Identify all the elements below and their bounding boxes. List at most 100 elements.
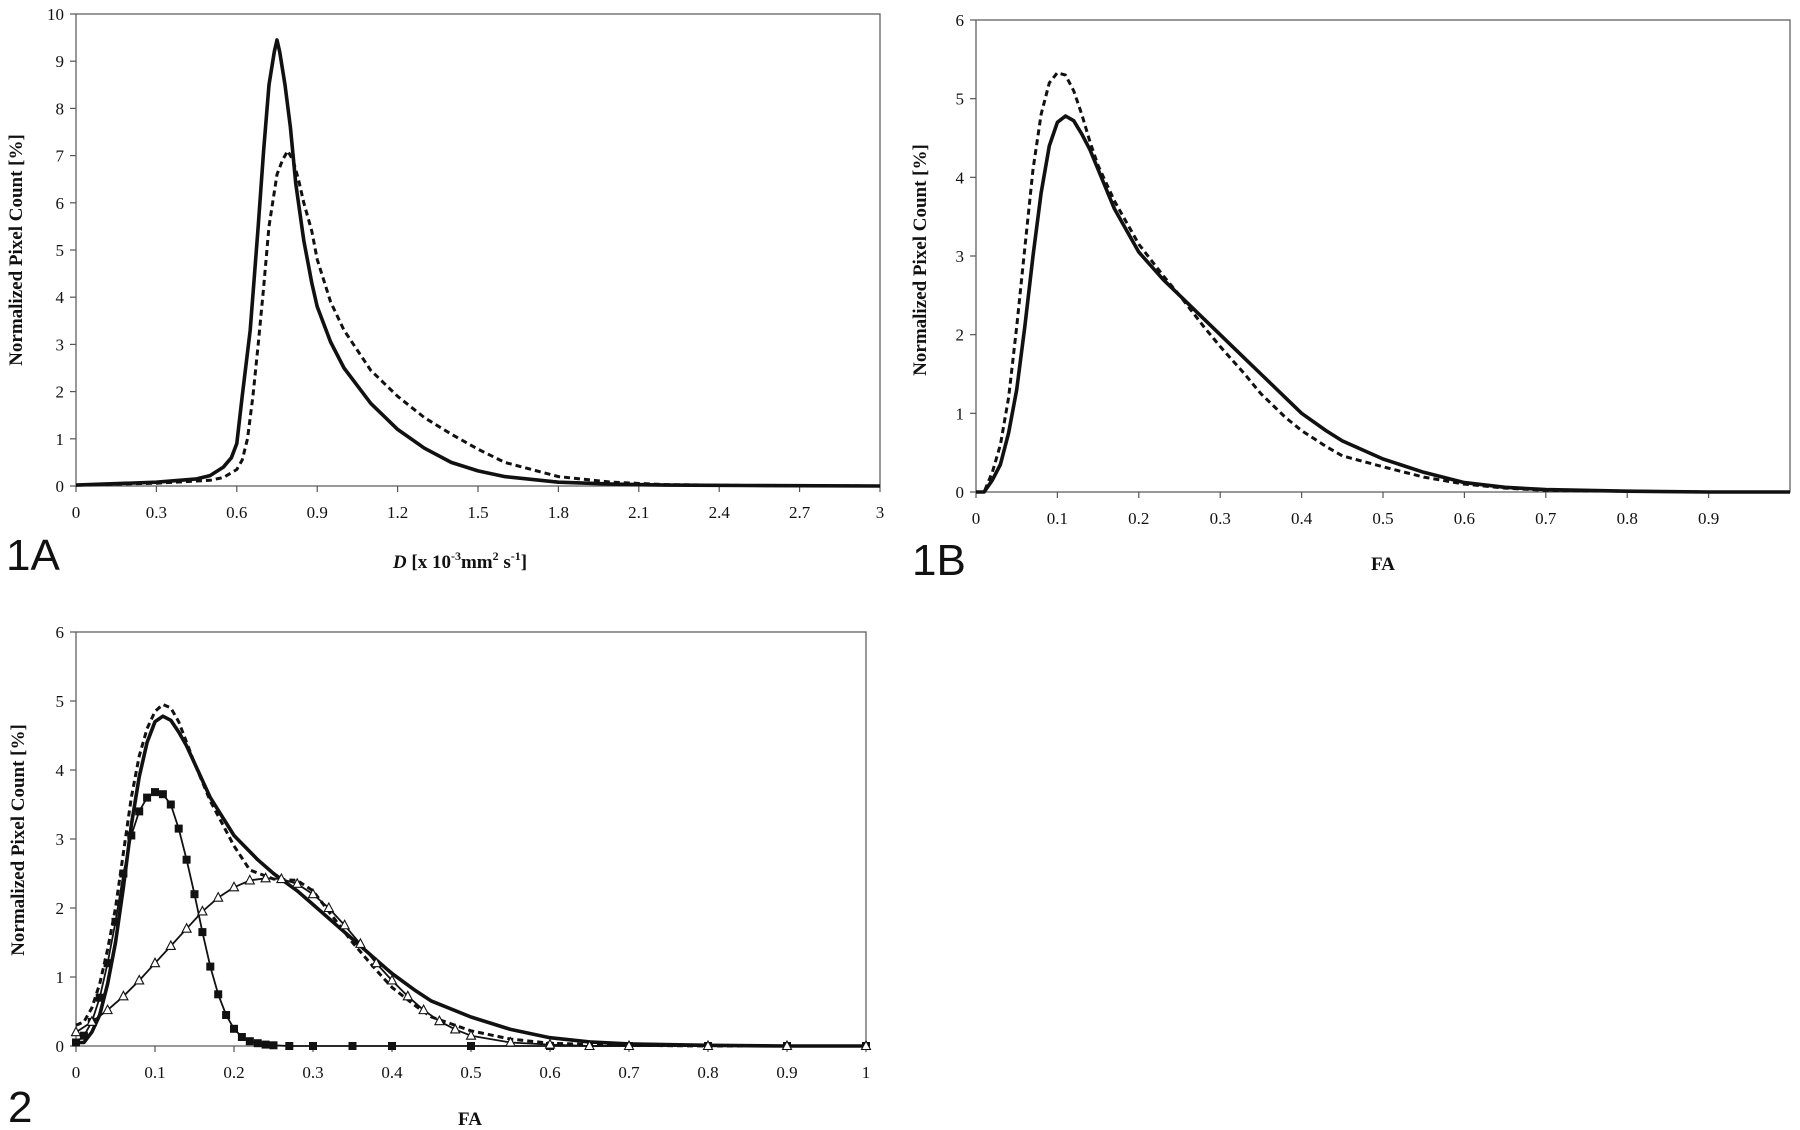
x-tick-label-2-9: 0.9 — [776, 1063, 797, 1082]
y-tick-label-2-0: 0 — [56, 1037, 65, 1056]
x-axis-label-1a-unit2: s — [499, 552, 511, 573]
square-marker-2-29 — [388, 1042, 396, 1050]
y-tick-label-1a-8: 8 — [56, 99, 65, 118]
square-marker-2-21 — [237, 1033, 246, 1041]
triangle-marker-2-29 — [623, 1039, 635, 1051]
square-marker-2-23 — [253, 1039, 262, 1048]
y-axis-label-1b: Normalized Pixel Count [%] — [910, 144, 931, 376]
x-tick-label-1b-4: 0.4 — [1291, 509, 1313, 528]
x-tick-label-1a-2: 0.6 — [226, 503, 247, 522]
triangle-marker-2-14 — [291, 877, 303, 888]
x-tick-label-1a-1: 0.3 — [146, 503, 167, 522]
series-line-2-1 — [75, 703, 866, 1048]
x-tick-label-1b-5: 0.5 — [1372, 509, 1393, 528]
y-tick-label-1a-1: 1 — [56, 430, 65, 449]
y-tick-label-1b-3: 3 — [956, 247, 965, 266]
y-tick-label-1a-6: 6 — [56, 194, 65, 213]
triangle-marker-2-23 — [433, 1014, 445, 1026]
x-tick-label-1b-1: 0.1 — [1047, 509, 1068, 528]
x-tick-label-1b-8: 0.8 — [1617, 509, 1638, 528]
x-tick-label-1a-7: 2.1 — [628, 503, 649, 522]
y-tick-label-1a-9: 9 — [56, 52, 65, 71]
square-marker-2-25 — [269, 1041, 278, 1050]
triangle-marker-2-0 — [70, 1026, 82, 1037]
triangle-marker-2-13 — [275, 872, 287, 884]
series-line-1a-0 — [75, 38, 881, 488]
y-tick-label-1a-10: 10 — [47, 5, 64, 24]
triangle-marker-2-4 — [133, 974, 145, 985]
triangle-marker-2-31 — [781, 1039, 793, 1051]
y-tick-label-2-2: 2 — [56, 899, 65, 918]
y-axis-label-2: Normalized Pixel Count [%] — [8, 724, 29, 956]
triangle-marker-2-8 — [196, 905, 208, 916]
y-tick-label-1a-3: 3 — [56, 335, 65, 354]
x-tick-label-1b-7: 0.7 — [1535, 509, 1557, 528]
x-axis-label-1a-sup1: -3 — [451, 549, 461, 563]
x-axis-label-1a-sup2: 2 — [493, 549, 499, 563]
x-tick-label-2-4: 0.4 — [381, 1063, 403, 1082]
triangle-marker-2-26 — [505, 1036, 516, 1047]
x-tick-label-2-7: 0.7 — [618, 1063, 640, 1082]
square-marker-2-8 — [135, 807, 144, 816]
x-axis-label-1b: FA — [1371, 554, 1395, 575]
square-marker-2-28 — [348, 1042, 357, 1050]
chart-2: 0 1 2 3 4 5 6 0 0.1 0.2 0.3 0.4 0.5 0.6 0.7 0.8 0.9 1 2 N… — [8, 623, 872, 1130]
x-tick-label-2-10: 1 — [862, 1063, 871, 1082]
y-tick-label-1b-6: 6 — [956, 11, 965, 30]
triangle-marker-2-17 — [339, 919, 351, 930]
square-marker-2-11 — [158, 790, 167, 799]
triangle-marker-2-15 — [307, 888, 319, 899]
x-tick-label-2-1: 0.1 — [144, 1063, 165, 1082]
x-axis-label-1a-unit: mm — [461, 552, 493, 573]
x-tick-label-2-3: 0.3 — [302, 1063, 323, 1082]
x-tick-label-1b-3: 0.3 — [1210, 509, 1231, 528]
x-tick-label-1a-5: 1.5 — [467, 503, 488, 522]
chart-1b: 0 1 2 3 4 5 6 0 0.1 0.2 0.3 0.4 0.5 0.6 0.7 0.8 0.9 1B N… — [910, 11, 1791, 585]
series-line-1b-0 — [976, 114, 1790, 494]
square-marker-2-14 — [182, 855, 191, 864]
x-tick-label-1a-3: 0.9 — [307, 503, 328, 522]
y-tick-label-2-4: 4 — [56, 761, 65, 780]
y-tick-label-1a-4: 4 — [56, 288, 65, 307]
plot-frame-1b — [975, 19, 1791, 493]
x-tick-label-2-2: 0.2 — [223, 1063, 244, 1082]
triangle-marker-2-28 — [584, 1039, 595, 1051]
triangle-marker-2-16 — [323, 901, 335, 913]
x-tick-label-1b-0: 0 — [972, 509, 981, 528]
x-tick-label-1a-4: 1.2 — [387, 503, 408, 522]
square-marker-2-6 — [119, 869, 128, 878]
triangle-marker-2-22 — [418, 1003, 430, 1015]
square-marker-2-17 — [206, 962, 215, 971]
y-tick-label-2-1: 1 — [56, 968, 65, 987]
plot-frame-1a — [75, 13, 881, 487]
square-marker-2-5 — [111, 917, 120, 926]
y-tick-label-1b-2: 2 — [956, 326, 965, 345]
triangle-marker-2-3 — [117, 990, 129, 1001]
square-marker-2-15 — [190, 890, 199, 899]
triangle-marker-2-21 — [402, 990, 414, 1001]
triangle-marker-2-9 — [212, 891, 224, 902]
series-line-2-3 — [75, 877, 866, 1047]
x-axis-label-1a-sup3: -1 — [511, 549, 521, 563]
x-tick-label-1b-9: 0.9 — [1698, 509, 1719, 528]
triangle-marker-2-18 — [354, 937, 366, 948]
triangle-marker-2-5 — [149, 957, 161, 968]
triangle-marker-2-11 — [244, 874, 256, 885]
x-axis-label-1a-part: [x 10 — [407, 552, 451, 573]
y-tick-label-1a-2: 2 — [56, 383, 65, 402]
x-axis-label-1a-symbol: D — [392, 552, 407, 573]
triangle-marker-2-24 — [449, 1023, 461, 1034]
panel-label-2: 2 — [8, 1083, 32, 1130]
square-marker-2-12 — [166, 800, 175, 809]
plot-frame-2 — [75, 631, 867, 1047]
square-marker-2-16 — [198, 928, 207, 937]
square-marker-2-26 — [285, 1042, 294, 1050]
chart-1a: 0 1 2 3 4 5 6 7 8 9 10 0 0.3 0.6 0.9 1.2 1.5 1.8 2.1 2.4 2.7… — [6, 5, 884, 580]
panel-label-1a: 1A — [6, 531, 60, 580]
x-tick-label-1a-8: 2.4 — [709, 503, 731, 522]
y-tick-label-1a-7: 7 — [56, 147, 65, 166]
triangle-marker-2-2 — [102, 1003, 114, 1015]
x-tick-label-1b-6: 0.6 — [1454, 509, 1475, 528]
y-tick-label-1a-5: 5 — [56, 241, 65, 260]
